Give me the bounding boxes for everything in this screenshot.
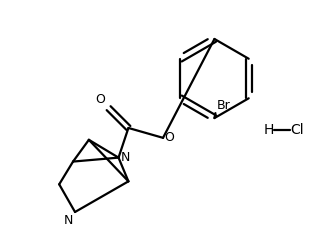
Text: Cl: Cl (291, 123, 304, 137)
Text: H: H (264, 123, 274, 137)
Text: N: N (120, 151, 130, 164)
Text: O: O (95, 93, 105, 106)
Text: N: N (64, 214, 73, 227)
Text: Br: Br (216, 99, 230, 112)
Text: O: O (164, 131, 174, 144)
